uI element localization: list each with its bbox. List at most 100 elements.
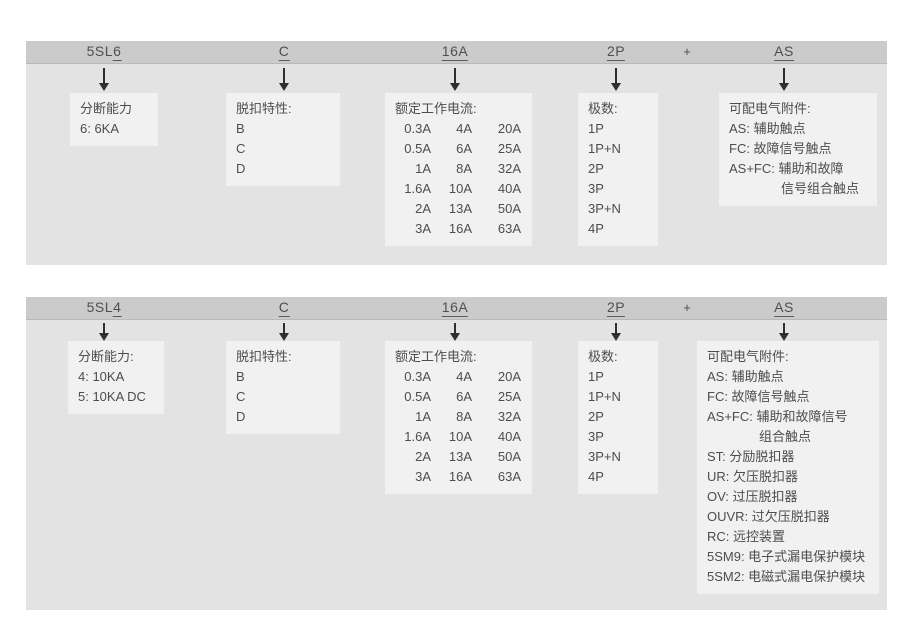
list-item: 2P <box>588 409 604 424</box>
code-segment-poles: 2P <box>606 43 626 61</box>
poles-box: 极数: 1P 1P+N 2P 3P 3P+N 4P <box>578 341 658 494</box>
box-title: 分断能力 <box>80 101 133 116</box>
box-title: 分断能力: <box>78 349 134 364</box>
list-item: AS+FC: 辅助和故障 <box>729 161 844 176</box>
code-segment-series: 5SL6 <box>86 43 122 61</box>
code-segment-poles: 2P <box>606 299 626 317</box>
list-item: 信号组合触点 <box>781 181 860 196</box>
down-arrow-icon <box>783 68 785 83</box>
table-row: 1.6A 10A 40A <box>404 429 521 444</box>
list-item: C <box>236 141 246 156</box>
table-row: 2A 13A 50A <box>415 201 521 216</box>
down-arrow-icon <box>454 68 456 83</box>
box-title: 极数: <box>588 101 618 116</box>
box-title: 极数: <box>588 349 618 364</box>
list-item: RC: 远控装置 <box>707 529 786 544</box>
list-item: C <box>236 389 246 404</box>
down-arrow-icon <box>283 68 285 83</box>
list-item: 1P+N <box>588 141 621 156</box>
list-item: D <box>236 409 246 424</box>
list-item: AS: 辅助触点 <box>707 369 784 384</box>
list-item: FC: 故障信号触点 <box>707 389 810 404</box>
code-segment-trip: C <box>278 299 290 317</box>
code-prefix: 5SL <box>86 299 114 315</box>
list-item: 4P <box>588 221 604 236</box>
list-item: UR: 欠压脱扣器 <box>707 469 799 484</box>
box-title: 脱扣特性: <box>236 349 292 364</box>
rated-current-table: 0.3A 4A 20A 0.5A 6A 25A 1A 8A 32A 1.6A 10A 40A 2A 13A… <box>395 119 522 239</box>
plus-sign: + <box>683 300 691 315</box>
poles-box: 极数: 1P 1P+N 2P 3P 3P+N 4P <box>578 93 658 246</box>
list-item: AS+FC: 辅助和故障信号 <box>707 409 848 424</box>
table-row: 1A 8A 32A <box>415 409 521 424</box>
down-arrow-icon <box>103 323 105 333</box>
list-item: D <box>236 161 246 176</box>
panel-5sl4: 5SL4 C 16A 2P + AS 分断能力: 4: 10KA 5: 10KA … <box>26 297 887 610</box>
table-row: 0.3A 4A 20A <box>404 369 521 384</box>
breaking-capacity-box: 分断能力: 4: 10KA 5: 10KA DC <box>68 341 164 414</box>
box-title: 可配电气附件: <box>729 101 811 116</box>
rated-current-table: 0.3A 4A 20A 0.5A 6A 25A 1A 8A 32A 1.6A 10A 40A 2A 13A… <box>395 367 522 487</box>
down-arrow-icon <box>615 68 617 83</box>
breaking-capacity-box: 分断能力 6: 6KA <box>70 93 158 146</box>
code-segment-current: 16A <box>441 43 469 61</box>
accessory-box: 可配电气附件: AS: 辅助触点 FC: 故障信号触点 AS+FC: 辅助和故障信号… <box>719 93 877 206</box>
list-item: 5: 10KA DC <box>78 389 146 404</box>
list-item: 2P <box>588 161 604 176</box>
down-arrow-icon <box>454 323 456 333</box>
box-title: 额定工作电流: <box>395 349 477 364</box>
list-item: 3P+N <box>588 449 621 464</box>
list-item: 6: 6KA <box>80 121 120 136</box>
table-row: 0.3A 4A 20A <box>404 121 521 136</box>
list-item: FC: 故障信号触点 <box>729 141 832 156</box>
list-item: 4: 10KA <box>78 369 125 384</box>
down-arrow-icon <box>783 323 785 333</box>
breaking-capacity-list: 6: 6KA <box>80 119 148 139</box>
table-row: 3A 16A 63A <box>415 221 521 236</box>
down-arrow-icon <box>283 323 285 333</box>
list-item: 3P <box>588 429 604 444</box>
list-item: 4P <box>588 469 604 484</box>
box-title: 脱扣特性: <box>236 101 292 116</box>
list-item: B <box>236 369 245 384</box>
down-arrow-icon <box>103 68 105 83</box>
table-row: 0.5A 6A 25A <box>404 141 521 156</box>
accessory-list: AS: 辅助触点 FC: 故障信号触点 AS+FC: 辅助和故障信号组合触点 <box>729 119 867 199</box>
table-row: 2A 13A 50A <box>415 449 521 464</box>
poles-list: 1P 1P+N 2P 3P 3P+N 4P <box>588 119 648 239</box>
code-key: 4 <box>113 299 122 317</box>
list-item: 3P+N <box>588 201 621 216</box>
table-row: 1.6A 10A 40A <box>404 181 521 196</box>
table-row: 0.5A 6A 25A <box>404 389 521 404</box>
code-header-bar: 5SL6 C 16A 2P + AS <box>26 41 887 64</box>
list-item: 5SM9: 电子式漏电保护模块 <box>707 549 866 564</box>
list-item: AS: 辅助触点 <box>729 121 806 136</box>
list-item: OV: 过压脱扣器 <box>707 489 798 504</box>
box-title: 额定工作电流: <box>395 101 477 116</box>
accessory-box: 可配电气附件: AS: 辅助触点 FC: 故障信号触点 AS+FC: 辅助和故障信号… <box>697 341 879 594</box>
box-title: 可配电气附件: <box>707 349 789 364</box>
list-item: 组合触点 <box>759 429 812 444</box>
plus-sign: + <box>683 44 691 59</box>
code-prefix: 5SL <box>86 43 114 59</box>
breaking-capacity-list: 4: 10KA 5: 10KA DC <box>78 367 154 407</box>
rated-current-box: 额定工作电流: 0.3A 4A 20A 0.5A 6A 25A 1A 8A 32A 1.6A 10A… <box>385 93 532 246</box>
list-item: OUVR: 过欠压脱扣器 <box>707 509 830 524</box>
list-item: 1P <box>588 369 604 384</box>
list-item: B <box>236 121 245 136</box>
poles-list: 1P 1P+N 2P 3P 3P+N 4P <box>588 367 648 487</box>
rated-current-box: 额定工作电流: 0.3A 4A 20A 0.5A 6A 25A 1A 8A 32A 1.6A 10A… <box>385 341 532 494</box>
table-row: 3A 16A 63A <box>415 469 521 484</box>
accessory-list: AS: 辅助触点 FC: 故障信号触点 AS+FC: 辅助和故障信号组合触点 ST: … <box>707 367 869 587</box>
list-item: 1P <box>588 121 604 136</box>
code-segment-trip: C <box>278 43 290 61</box>
list-item: ST: 分励脱扣器 <box>707 449 795 464</box>
table-row: 1A 8A 32A <box>415 161 521 176</box>
code-key: 6 <box>113 43 122 61</box>
